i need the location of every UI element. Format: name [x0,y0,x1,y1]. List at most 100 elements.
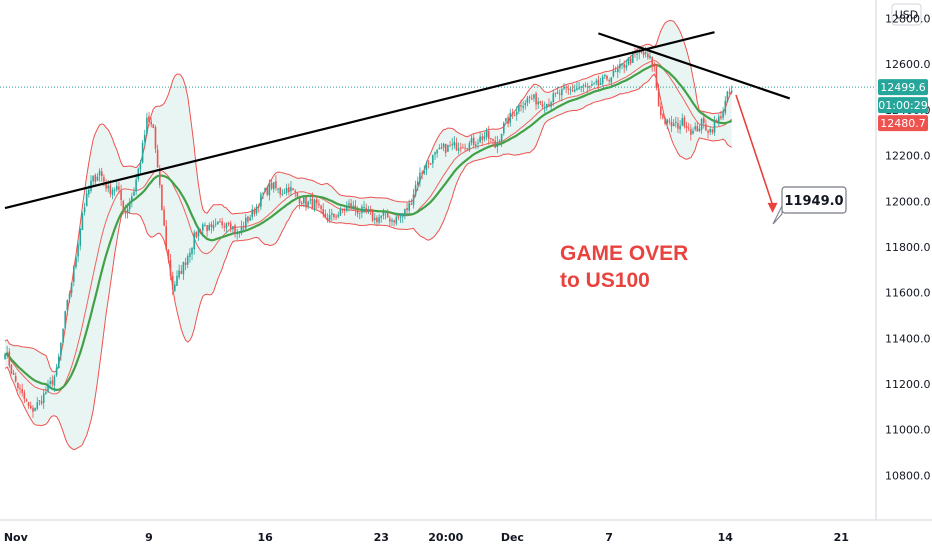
candle-body[interactable] [6,352,8,355]
candle-body[interactable] [543,107,546,109]
candle-body[interactable] [272,182,275,189]
candle-body[interactable] [154,127,157,149]
candle-body[interactable] [223,226,226,228]
candle-body[interactable] [498,140,501,142]
candle-body[interactable] [195,231,198,238]
candle-body[interactable] [348,203,350,206]
candle-body[interactable] [288,187,290,193]
candle-body[interactable] [66,299,69,311]
candle-body[interactable] [660,106,662,116]
candle-body[interactable] [322,209,324,215]
candle-body[interactable] [62,328,64,343]
candle-body[interactable] [262,193,264,194]
candle-body[interactable] [444,143,447,153]
candle-body[interactable] [694,126,696,130]
candle-body[interactable] [604,74,606,77]
candle-body[interactable] [12,373,15,375]
candle-body[interactable] [300,203,303,205]
candle-body[interactable] [580,86,582,88]
candle-body[interactable] [412,194,415,205]
candle-body[interactable] [232,226,234,230]
candle-body[interactable] [339,208,342,216]
candle-body[interactable] [700,119,703,130]
candle-body[interactable] [165,225,167,250]
candle-body[interactable] [455,142,458,151]
candle-body[interactable] [539,101,542,104]
candle-body[interactable] [492,138,494,141]
candle-body[interactable] [692,130,694,134]
time-axis[interactable]: Nov 9 16 23 20:00 Dec 7 14 21 [0,519,932,544]
candle-body[interactable] [225,223,228,228]
candle-body[interactable] [649,55,651,59]
candle-body[interactable] [268,183,271,196]
candle-body[interactable] [449,145,451,147]
candle-body[interactable] [131,196,133,202]
candle-body[interactable] [307,201,309,207]
candle-body[interactable] [324,213,327,218]
candle-body[interactable] [713,121,716,133]
candle-body[interactable] [19,387,21,389]
candle-body[interactable] [326,218,329,220]
candle-body[interactable] [627,57,630,65]
candle-body[interactable] [698,128,701,131]
candle-body[interactable] [361,206,363,213]
candle-body[interactable] [578,87,580,89]
plot-area[interactable] [0,19,876,451]
candle-body[interactable] [640,50,643,53]
candle-body[interactable] [406,208,408,211]
candle-body[interactable] [92,176,94,182]
candle-body[interactable] [174,284,176,291]
candle-body[interactable] [515,111,518,116]
candle-body[interactable] [464,147,466,149]
candle-body[interactable] [401,214,404,217]
candle-body[interactable] [384,211,387,214]
candle-body[interactable] [242,227,245,229]
candle-body[interactable] [146,117,148,134]
candle-body[interactable] [85,193,88,207]
candle-body[interactable] [227,222,230,224]
candle-body[interactable] [500,133,503,142]
candle-body[interactable] [309,199,312,201]
candle-body[interactable] [520,105,522,107]
candle-body[interactable] [40,401,43,404]
candle-body[interactable] [68,293,71,300]
candle-body[interactable] [617,68,619,72]
candle-body[interactable] [479,136,481,143]
candle-body[interactable] [399,216,402,218]
candle-body[interactable] [589,86,591,88]
candle-body[interactable] [81,213,84,230]
candle-body[interactable] [161,184,163,210]
candle-body[interactable] [558,93,561,95]
candle-body[interactable] [363,207,365,208]
candle-body[interactable] [139,162,142,170]
candle-body[interactable] [427,162,430,164]
candle-body[interactable] [49,381,51,384]
candle-body[interactable] [651,57,653,67]
candle-body[interactable] [247,216,249,222]
candle-body[interactable] [30,405,32,409]
candle-body[interactable] [683,117,686,127]
candle-body[interactable] [582,85,585,87]
candle-body[interactable] [677,123,679,129]
candle-body[interactable] [711,129,714,133]
candle-body[interactable] [105,182,107,189]
candle-body[interactable] [197,229,200,237]
candle-body[interactable] [60,342,62,356]
candle-body[interactable] [311,198,314,209]
candle-body[interactable] [703,117,705,124]
candle-body[interactable] [4,354,6,360]
candle-body[interactable] [217,221,219,225]
currency-label-box[interactable] [891,3,922,26]
candle-body[interactable] [204,224,206,226]
candle-body[interactable] [369,211,372,212]
candle-body[interactable] [167,249,170,260]
candle-body[interactable] [632,53,634,63]
candle-body[interactable] [709,129,711,133]
candle-body[interactable] [487,131,490,139]
candle-body[interactable] [208,224,210,231]
candle-body[interactable] [567,88,570,90]
candle-body[interactable] [679,125,681,130]
candle-body[interactable] [380,215,382,218]
candle-body[interactable] [206,225,208,232]
candle-body[interactable] [550,102,552,107]
